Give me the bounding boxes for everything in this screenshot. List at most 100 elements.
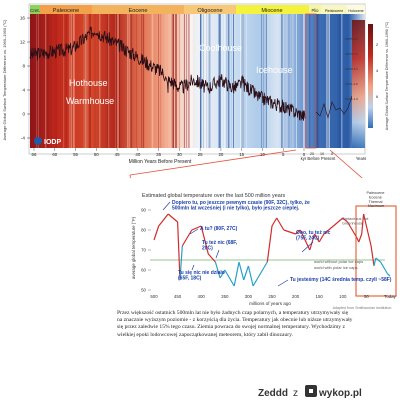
bottom-x-tick-label: 500	[150, 294, 158, 299]
watermark-footer: Zeddd z wykop.pl	[0, 379, 400, 403]
label-petm-line2: Eocene	[369, 195, 382, 199]
stripe	[158, 14, 159, 148]
right-colorbar	[368, 24, 373, 128]
arrow-1	[163, 202, 170, 210]
bottom-x-tick-label: 250	[268, 294, 276, 299]
bottom-x-tick-label: 50	[364, 294, 369, 299]
annotation-4: Ooo, tu też nic (75F, 24C)	[296, 230, 332, 242]
stripe	[303, 14, 305, 148]
legend-no-ice: world without polar ice caps	[314, 259, 363, 264]
bottom-y-tick-label: 50	[141, 288, 146, 293]
stripe	[263, 14, 264, 148]
right-tick-label: 2	[376, 42, 379, 47]
x-tick-label: 40	[135, 152, 140, 157]
stripe	[261, 14, 262, 148]
watermark-svg: Zeddd z wykop.pl	[0, 379, 400, 403]
annotation-4-line2: (75F, 24C)	[296, 236, 320, 242]
scenario-ssp245: SSP2-4.5	[345, 67, 358, 71]
x-axis-label-years: Years	[356, 156, 367, 161]
curve-segment	[359, 234, 362, 242]
right-tick-label: 6	[376, 94, 379, 99]
bottom-x-tick-label: 200	[292, 294, 300, 299]
annotation-6: Tu jesteśmy (14C średnia temp. czyli ~58…	[290, 277, 392, 283]
stripe	[246, 14, 247, 148]
annotation-5-line2: (65F, 18C)	[178, 276, 202, 282]
label-hothouse: Hothouse	[69, 78, 108, 88]
curve-segment	[208, 254, 215, 262]
x-tick-label: 35	[156, 152, 161, 157]
label-petm-line4: Maximum	[368, 204, 384, 208]
stripe	[338, 14, 339, 148]
stripe	[30, 14, 31, 148]
scenario-ssp370: SSP3-7.0	[345, 52, 358, 56]
label-warmhouse: Warmhouse	[66, 96, 114, 106]
era-label-plio: Plio	[312, 8, 320, 13]
curve-segment	[366, 226, 371, 246]
era-label-oligocene: Oligocene	[197, 8, 222, 14]
stripe	[165, 14, 166, 148]
stripe	[233, 14, 234, 148]
stripe	[188, 14, 189, 148]
stripe	[317, 14, 318, 148]
curve-segment	[168, 214, 177, 222]
stripe	[36, 14, 37, 148]
paragraph-line-4: wielkiej epoki lodowcowej zapoczątkowane…	[117, 332, 397, 339]
stripe	[296, 14, 297, 148]
stripe	[231, 14, 232, 148]
era-bar: Cret. Paleocene Eocene Oligocene Miocene…	[30, 5, 365, 14]
iodp-logo-mark	[34, 137, 42, 145]
scenario-ssp585: SSP5-8.5	[345, 37, 358, 41]
x-axis-label-kyr: kyr Before Present	[301, 156, 337, 161]
label-petm: Paleocene Eocene Thermal Maximum	[366, 191, 385, 208]
bottom-x-tick-label: 450	[174, 294, 182, 299]
x-tick-label: 55	[73, 152, 78, 157]
stripe	[177, 14, 178, 148]
bottom-x-axis-label: millions of years ago	[249, 301, 291, 306]
temperature-500myr-chart: Estimated global temperature over the la…	[130, 190, 400, 310]
label-petm-line1: Paleocene	[366, 191, 384, 195]
era-label-miocene: Miocene	[261, 8, 282, 14]
right-axis-label: Average Global Surface Temperature Diffe…	[385, 22, 389, 131]
bottom-y-axis-label: average global temperature (°F)	[131, 216, 136, 279]
right-axis-label-line1: Average Global Surface Temperature Diffe…	[385, 22, 389, 131]
bottom-y-tick-label: 80	[141, 228, 146, 233]
curve-segment	[371, 246, 374, 266]
stripe	[292, 14, 293, 148]
iodp-logo: IODP	[34, 137, 61, 146]
curve-segment	[244, 266, 249, 280]
curve-segment	[154, 226, 159, 240]
x-tick-label: 66	[32, 152, 37, 157]
left-tick-label: 8	[22, 64, 25, 69]
footer-site: wykop.pl	[318, 388, 362, 399]
annotation-5: Tu się nic nie działo (65F, 18C)	[178, 270, 226, 282]
annotation-1-line2: 500mln lat wcześniej (i nie tylko), było…	[172, 206, 300, 212]
left-tick-label: -4	[21, 136, 26, 141]
curve-segment	[284, 230, 296, 234]
stripe	[209, 14, 210, 148]
x-tick-label: 45	[115, 152, 120, 157]
stripe	[45, 14, 46, 148]
curve-segment	[267, 226, 272, 262]
left-tick-label: 16	[20, 16, 26, 21]
left-tick-label: 12	[20, 40, 26, 45]
bottom-x-tick-label: 100	[339, 294, 347, 299]
stripe	[175, 14, 177, 148]
paragraph-line-3: się przez zaledwie 15% tego czasu. Ziemi…	[117, 324, 397, 331]
curve-segment	[258, 262, 268, 278]
stripe	[38, 14, 39, 148]
paragraph-line-1: Przez większość ostatnich 500mln lat nie…	[117, 310, 397, 317]
curve-segment	[182, 230, 192, 246]
era-label-eocene: Eocene	[129, 8, 148, 14]
x-tick-label: 60	[52, 152, 57, 157]
curve-segment	[277, 218, 284, 230]
stripe	[128, 14, 130, 148]
stripe	[266, 14, 267, 148]
stripe	[179, 14, 180, 148]
stripe	[285, 14, 286, 148]
curve-segment	[388, 274, 390, 276]
left-tick-label: 4	[22, 88, 25, 93]
right-axis-ticks: 246	[376, 42, 379, 99]
curve-segment	[253, 278, 258, 286]
